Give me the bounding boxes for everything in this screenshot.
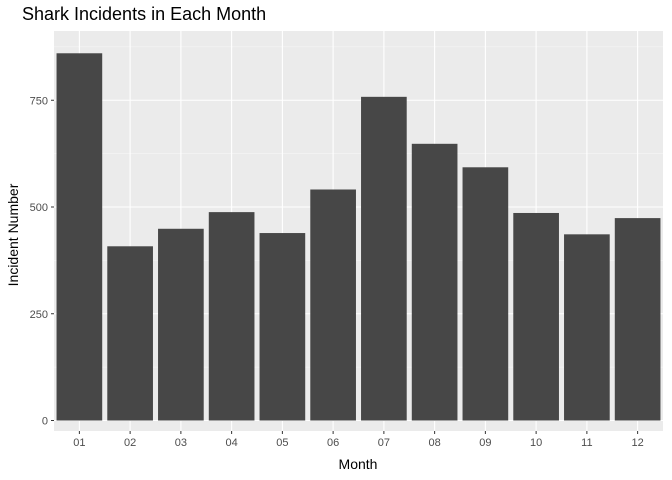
y-tick-label: 250 (30, 309, 48, 321)
y-axis: 0 250 500 750 (30, 95, 54, 428)
bar-04 (208, 212, 255, 421)
chart-title: Shark Incidents in Each Month (22, 4, 266, 24)
x-tick-label: 02 (124, 437, 136, 449)
bar-02 (107, 246, 153, 421)
bar-07 (361, 96, 407, 421)
bar-03 (158, 228, 204, 421)
bar-05 (259, 233, 306, 421)
x-tick-label: 03 (175, 437, 187, 449)
bar-08 (411, 143, 458, 421)
x-tick-label: 01 (73, 437, 85, 449)
bar-10 (513, 212, 559, 421)
x-axis-title: Month (339, 456, 378, 472)
y-tick-label: 0 (42, 416, 48, 428)
bar-11 (564, 234, 610, 421)
x-axis: 01 02 03 04 05 06 07 08 09 10 11 12 (73, 431, 644, 449)
minor-gridlines (54, 46, 663, 368)
bar-12 (614, 218, 661, 421)
bar-06 (310, 189, 356, 421)
y-tick-label: 750 (30, 95, 48, 107)
x-tick-label: 10 (530, 437, 542, 449)
x-tick-label: 05 (276, 437, 288, 449)
x-tick-label: 06 (327, 437, 339, 449)
x-tick-label: 08 (429, 437, 441, 449)
x-tick-label: 04 (226, 437, 238, 449)
bars (56, 53, 661, 421)
y-axis-title: Incident Number (5, 183, 21, 286)
plot-panel (54, 31, 663, 431)
bar-01 (56, 53, 103, 421)
x-tick-label: 12 (632, 437, 644, 449)
y-tick-label: 500 (30, 202, 48, 214)
x-tick-label: 11 (581, 437, 592, 449)
bar-09 (462, 167, 509, 421)
x-tick-label: 07 (378, 437, 390, 449)
x-tick-label: 09 (479, 437, 491, 449)
